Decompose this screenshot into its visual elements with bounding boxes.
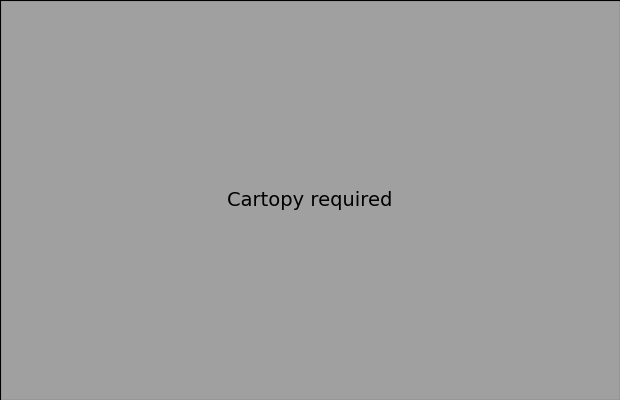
- Text: Cartopy required: Cartopy required: [228, 190, 392, 210]
